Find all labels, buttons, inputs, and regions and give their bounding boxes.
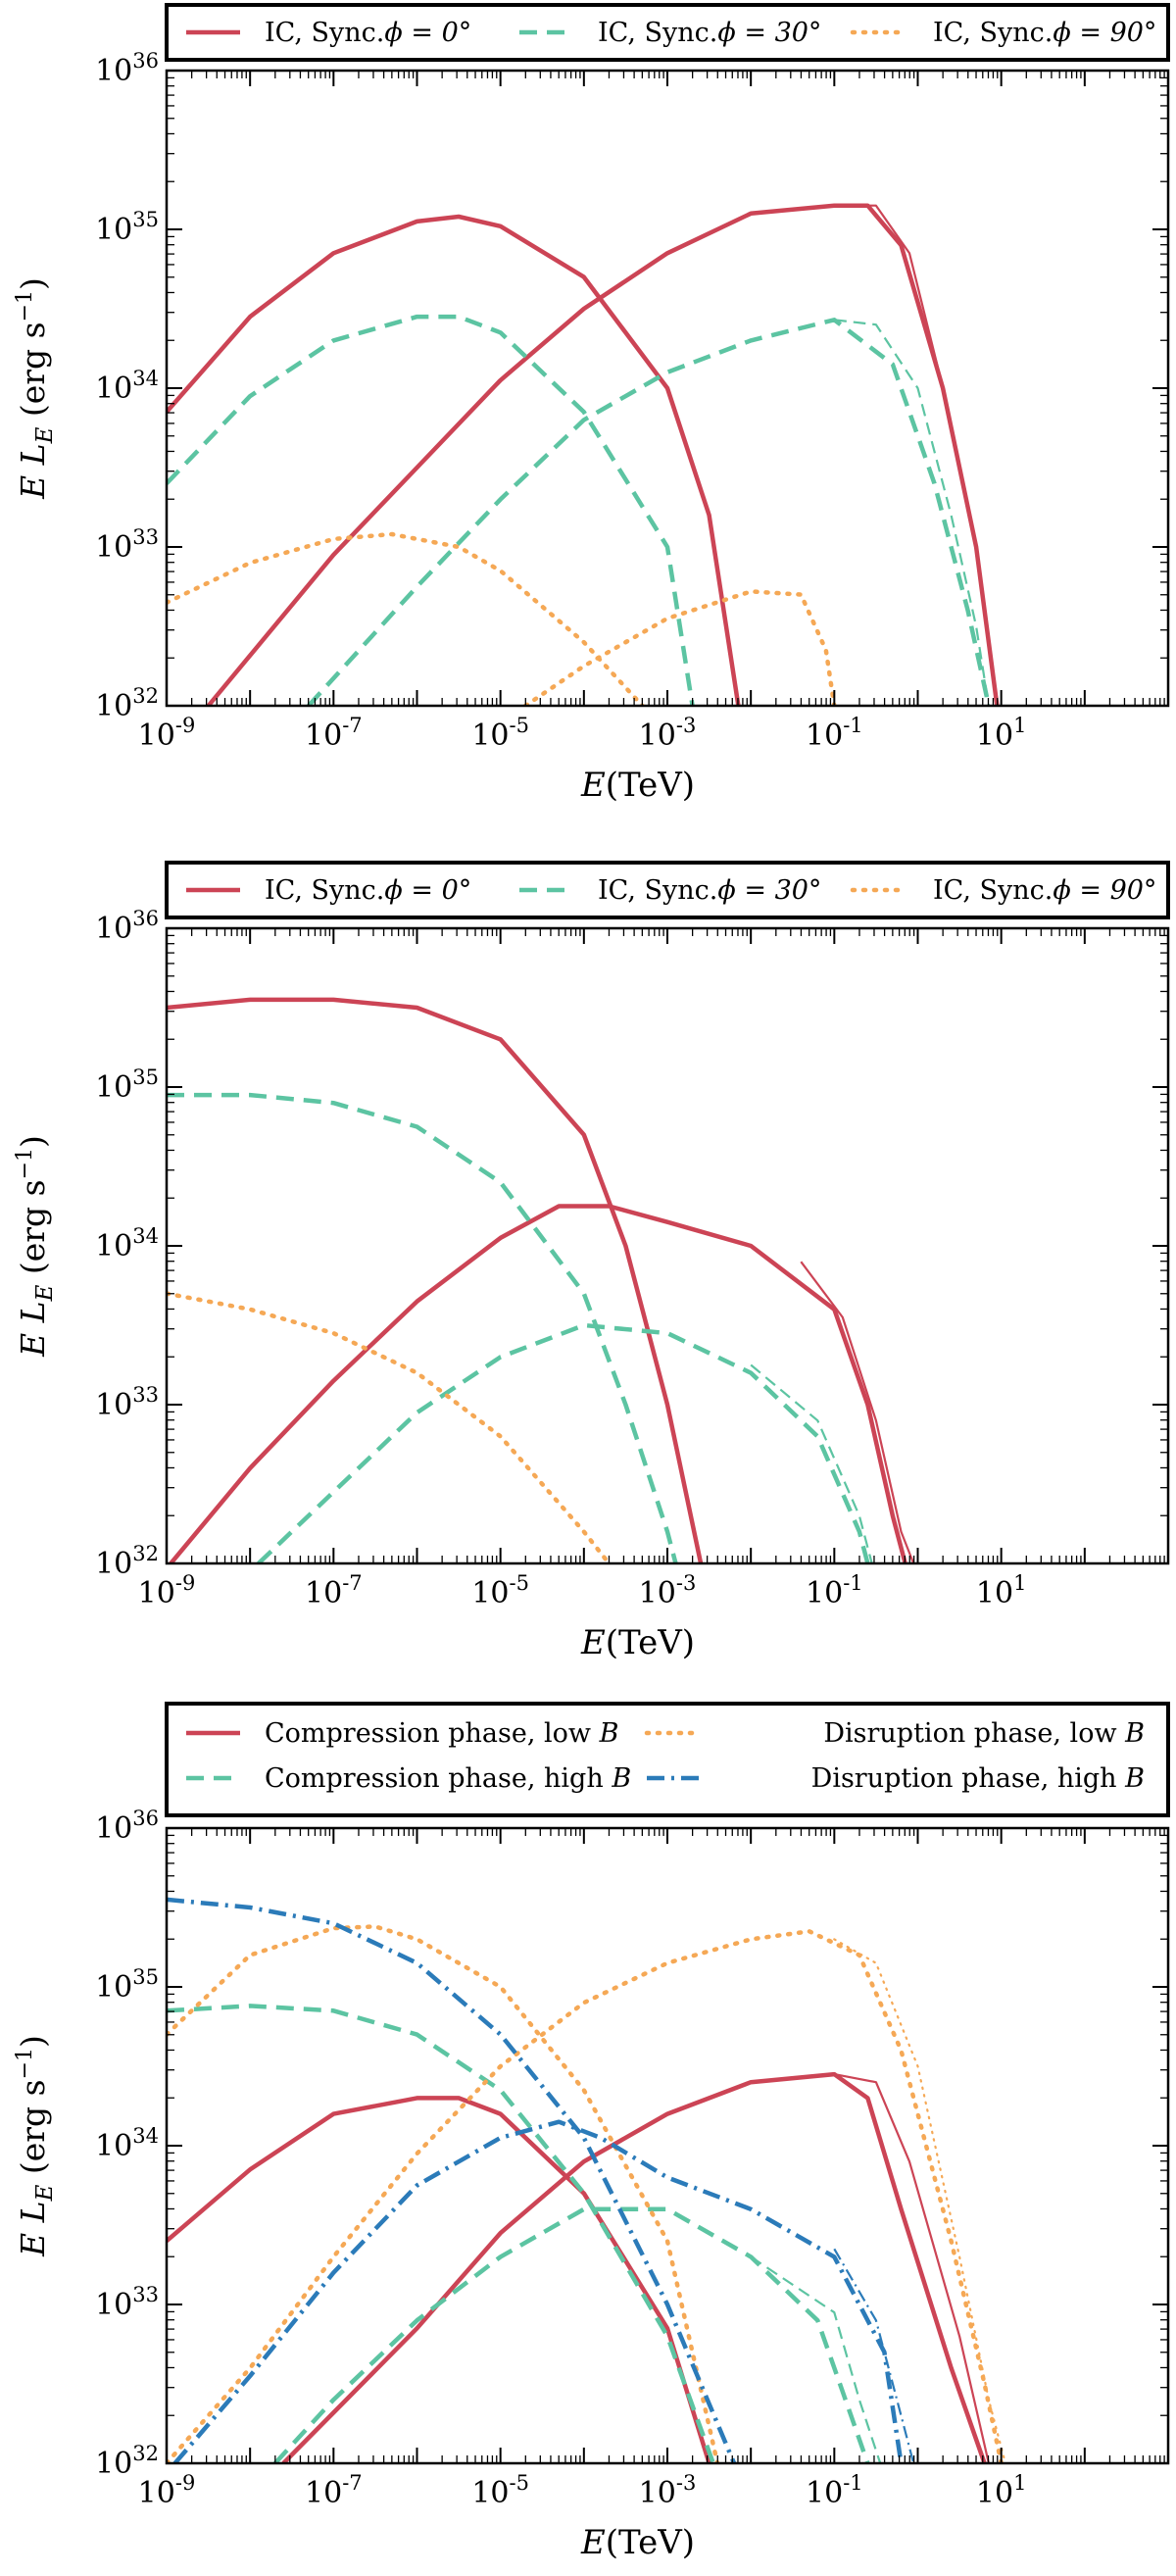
x-axis-label: E(TeV) [580,766,695,805]
series-group [167,203,1000,706]
series-line-red-1 [206,203,1000,706]
y-tick-label: 1032 [95,684,159,723]
series-line-green-5 [834,319,990,706]
y-axis-label: E LE (erg s−1) [13,2035,58,2257]
y-tick-label: 1033 [95,1383,159,1422]
series-line-red-2 [834,2073,990,2463]
legend: IC, Sync.ϕ = 0° IC, Sync.ϕ = 30° IC, Sync.… [165,3,1170,62]
x-tick-label: 10-5 [471,2471,529,2510]
series-line-orange-7 [522,589,837,706]
y-tick-label: 1035 [95,1065,159,1105]
legend-box [165,3,1170,62]
y-tick-label: 1034 [95,367,159,406]
y-tick-label: 1032 [95,2442,159,2481]
legend-box [165,861,1170,919]
y-tick-label: 1034 [95,1224,159,1263]
series-line-orange-6 [167,1291,612,1563]
y-tick-label: 1032 [95,1542,159,1581]
series-line-green-3 [167,2004,715,2463]
y-tick-label: 1033 [95,525,159,565]
x-tick-label: 10-9 [138,2471,196,2510]
series-line-green-4 [257,1322,870,1563]
series-line-red-0 [167,2096,711,2463]
series-line-green-4 [273,2206,870,2463]
series-line-green-5 [750,1363,873,1563]
legend-label: IC, Sync.ϕ = 0° [265,875,471,906]
series-line-blue-9 [167,1897,737,2463]
x-tick-label: 10-3 [639,1571,697,1610]
y-axis-label: E LE (erg s−1) [13,277,58,500]
x-axis-label: E(TeV) [580,1623,695,1662]
chart-panel-middle: IC, Sync.ϕ = 0° IC, Sync.ϕ = 30° IC, Sync.… [13,861,1170,1662]
y-tick-label: 1036 [95,49,159,88]
series-line-orange-6 [167,531,645,706]
chart-panel-top: IC, Sync.ϕ = 0° IC, Sync.ϕ = 30° IC, Sync.… [13,3,1170,805]
y-axis-label: E LE (erg s−1) [13,1135,58,1358]
legend-label: IC, Sync.ϕ = 90° [933,18,1156,48]
ticks [166,1827,1169,2464]
y-tick-label: 1035 [95,1965,159,2005]
legend: IC, Sync.ϕ = 0° IC, Sync.ϕ = 30° IC, Sync.… [165,861,1170,919]
series-line-orange-7 [167,1929,1004,2463]
series-line-red-1 [169,1204,907,1563]
legend-label: IC, Sync.ϕ = 90° [933,875,1156,906]
plot-frame [165,926,1170,1565]
series-line-red-0 [167,214,741,706]
series-line-green-4 [307,318,992,706]
x-tick-label: 101 [976,1571,1027,1610]
x-tick-label: 10-9 [138,714,196,753]
legend-label: Disruption phase, high B [811,1763,1145,1794]
series-line-red-1 [281,2071,987,2463]
x-tick-label: 10-9 [138,1571,196,1610]
x-tick-label: 10-1 [806,1571,863,1610]
series-line-blue-11 [833,2248,915,2463]
ticks [166,70,1169,707]
y-tick-label: 1036 [95,907,159,946]
series-line-green-5 [750,2255,882,2463]
ticks [166,927,1169,1564]
x-tick-label: 10-5 [471,1571,529,1610]
x-tick-label: 10-3 [639,714,697,753]
legend-box [165,1702,1170,1817]
series-line-orange-8 [833,1938,1007,2463]
x-tick-label: 10-7 [305,2471,363,2510]
x-axis-label: E(TeV) [580,2523,695,2562]
legend: Compression phase, low B Compression phas… [165,1702,1170,1817]
legend-label: IC, Sync.ϕ = 30° [598,875,821,906]
legend-label: IC, Sync.ϕ = 0° [265,18,471,48]
y-tick-label: 1033 [95,2283,159,2322]
legend-label: Compression phase, high B [265,1763,631,1794]
series-line-red-0 [167,997,704,1563]
x-tick-label: 10-3 [639,2471,697,2510]
legend-label: IC, Sync.ϕ = 30° [598,18,821,48]
chart-panel-bottom: Compression phase, low B Compression phas… [13,1702,1170,2562]
x-tick-label: 10-1 [806,2471,863,2510]
x-tick-label: 101 [976,714,1027,753]
series-line-green-3 [167,1092,678,1563]
series-line-red-2 [800,1261,915,1563]
series-line-green-3 [167,314,695,706]
legend-label: Disruption phase, low B [823,1718,1145,1749]
series-group [167,997,915,1563]
series-line-red-2 [834,204,999,706]
y-tick-label: 1036 [95,1807,159,1846]
x-tick-label: 101 [976,2471,1027,2510]
x-tick-label: 10-1 [806,714,863,753]
y-tick-label: 1035 [95,208,159,247]
y-tick-label: 1034 [95,2124,159,2163]
series-line-blue-10 [172,2119,904,2463]
x-tick-label: 10-5 [471,714,529,753]
series-group [167,1897,1007,2463]
x-tick-label: 10-7 [305,714,363,753]
plot-frame [165,1826,1170,2465]
x-tick-label: 10-7 [305,1571,363,1610]
legend-label: Compression phase, low B [265,1718,618,1749]
